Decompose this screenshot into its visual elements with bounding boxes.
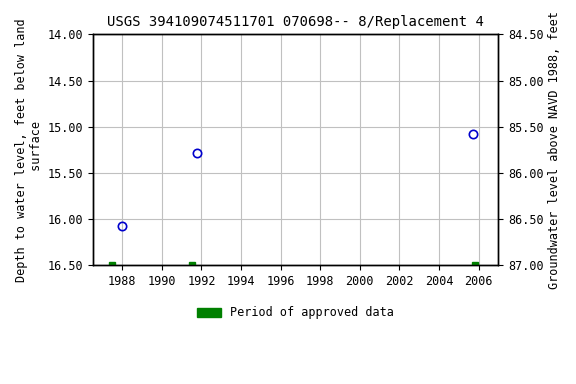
- Legend: Period of approved data: Period of approved data: [192, 301, 399, 324]
- Y-axis label: Depth to water level, feet below land
 surface: Depth to water level, feet below land su…: [15, 18, 43, 281]
- Title: USGS 394109074511701 070698-- 8/Replacement 4: USGS 394109074511701 070698-- 8/Replacem…: [107, 15, 484, 29]
- Y-axis label: Groundwater level above NAVD 1988, feet: Groundwater level above NAVD 1988, feet: [548, 11, 561, 289]
